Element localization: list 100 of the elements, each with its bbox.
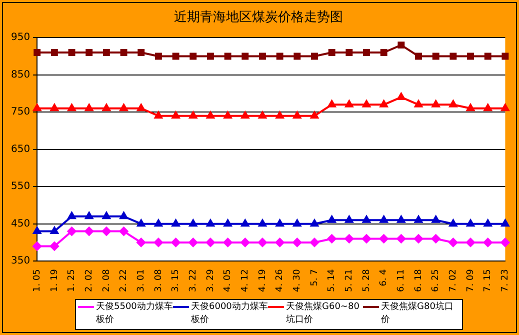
- point: [154, 219, 162, 227]
- legend-label: 天俊6000动力煤车板价: [191, 301, 268, 327]
- point: [137, 104, 146, 112]
- x-tick-label: 3. 29: [206, 268, 216, 292]
- point: [50, 104, 58, 112]
- point: [328, 216, 336, 223]
- x-tick-label: 4. 05: [223, 269, 234, 292]
- point: [172, 52, 180, 60]
- point: [484, 104, 492, 112]
- point: [466, 238, 476, 247]
- point: [450, 52, 457, 60]
- point: [102, 212, 110, 220]
- point: [276, 219, 284, 227]
- point: [432, 52, 440, 60]
- point: [258, 219, 267, 227]
- point: [501, 104, 510, 112]
- point: [346, 49, 353, 56]
- x-tick-label: 4. 19: [258, 268, 268, 292]
- x-tick-label: 2. 02: [84, 269, 94, 292]
- point: [449, 219, 458, 227]
- point: [189, 219, 198, 227]
- point: [431, 234, 440, 244]
- x-tick-label: 5. 28: [362, 268, 372, 292]
- x-tick-label: 6. 18: [414, 268, 424, 292]
- point: [33, 104, 42, 112]
- point: [363, 49, 370, 56]
- point: [67, 226, 76, 236]
- point: [396, 234, 406, 244]
- point: [33, 226, 42, 234]
- point: [328, 100, 336, 108]
- point: [449, 100, 458, 108]
- point: [120, 212, 128, 220]
- point: [68, 49, 76, 56]
- point: [258, 238, 267, 247]
- point: [380, 100, 388, 108]
- point: [172, 111, 180, 119]
- point: [327, 234, 336, 244]
- point: [501, 219, 510, 227]
- point: [32, 242, 42, 251]
- point: [310, 238, 319, 247]
- x-tick-label: 3. 01: [136, 269, 146, 292]
- point: [328, 49, 336, 56]
- point: [380, 216, 388, 223]
- legend-label: 天俊5500动力煤车板价: [96, 301, 173, 327]
- point: [50, 49, 58, 56]
- point: [206, 111, 214, 119]
- y-tick-label: 850: [10, 69, 30, 80]
- point: [137, 219, 146, 227]
- point: [68, 212, 76, 220]
- point: [136, 238, 146, 247]
- point: [224, 52, 232, 60]
- point: [102, 49, 110, 56]
- x-tick-label: 5. 21: [344, 269, 355, 292]
- x-tick-label: 3. 22: [188, 269, 198, 292]
- x-tick-label: 2. 22: [119, 269, 130, 292]
- x-tick-label: 3. 08: [154, 268, 164, 292]
- x-tick-label: 6. 11: [396, 269, 407, 292]
- point: [294, 52, 301, 60]
- point: [484, 219, 492, 227]
- legend-label: 天俊焦煤G60~80坑口价: [286, 301, 360, 327]
- point: [502, 52, 509, 60]
- point: [86, 49, 93, 56]
- point: [85, 104, 94, 112]
- point: [224, 111, 232, 119]
- point: [154, 111, 162, 119]
- legend-label: 天俊焦煤G80坑口价: [381, 301, 454, 327]
- point: [258, 111, 267, 119]
- point: [311, 52, 318, 60]
- point: [345, 216, 354, 223]
- point: [466, 104, 475, 112]
- point: [154, 238, 163, 247]
- point: [190, 52, 197, 60]
- point: [448, 238, 458, 247]
- point: [242, 52, 249, 60]
- x-tick-label: 6. 25: [431, 269, 442, 292]
- x-tick-label: 3. 15: [171, 269, 182, 292]
- point: [292, 238, 302, 247]
- point: [414, 216, 423, 223]
- point: [310, 219, 319, 227]
- point: [380, 49, 388, 56]
- point: [241, 219, 250, 227]
- point: [379, 234, 388, 244]
- point: [223, 238, 232, 247]
- point: [206, 238, 215, 247]
- point: [85, 212, 94, 220]
- point: [188, 238, 198, 247]
- y-tick-label: 350: [10, 256, 30, 267]
- point: [397, 92, 406, 100]
- x-tick-label: 7. 23: [500, 269, 511, 292]
- point: [432, 100, 440, 108]
- point: [398, 42, 405, 49]
- point: [50, 242, 59, 251]
- point: [68, 104, 76, 112]
- point: [362, 216, 371, 223]
- point: [344, 234, 354, 244]
- point: [345, 100, 354, 108]
- point: [241, 111, 250, 119]
- point: [34, 49, 41, 56]
- x-tick-label: 4. 12: [240, 269, 250, 292]
- point: [415, 52, 422, 60]
